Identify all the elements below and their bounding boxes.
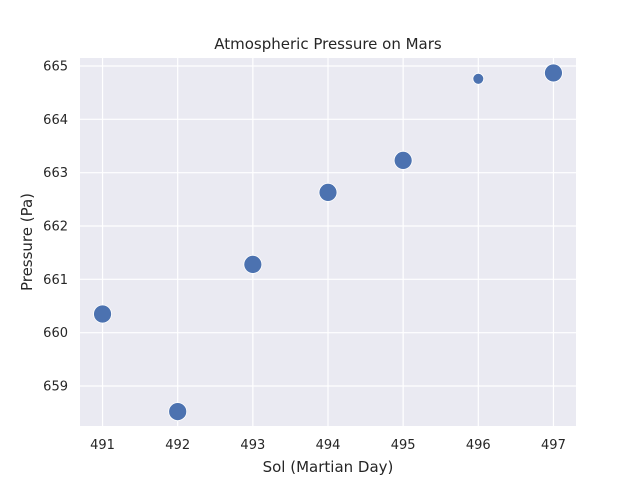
y-tick-label: 660 bbox=[43, 326, 68, 341]
y-axis-label: Pressure (Pa) bbox=[18, 193, 36, 291]
x-tick-label: 491 bbox=[90, 438, 115, 453]
data-point bbox=[93, 304, 112, 324]
y-tick-label: 663 bbox=[43, 166, 68, 181]
data-point bbox=[168, 402, 188, 422]
data-point bbox=[318, 182, 338, 202]
data-point bbox=[243, 254, 263, 274]
grid bbox=[80, 58, 576, 426]
x-tick-label: 492 bbox=[165, 438, 190, 453]
x-tick-label: 496 bbox=[466, 438, 491, 453]
data-points bbox=[93, 63, 563, 422]
x-tick-label: 493 bbox=[240, 438, 265, 453]
y-tick-label: 665 bbox=[43, 60, 68, 75]
x-tick-label: 495 bbox=[391, 438, 416, 453]
y-tick-label: 661 bbox=[43, 273, 68, 288]
data-point bbox=[472, 72, 485, 85]
chart-title: Atmospheric Pressure on Mars bbox=[214, 35, 442, 53]
y-tick-label: 662 bbox=[43, 220, 68, 235]
x-tick-label: 497 bbox=[541, 438, 566, 453]
y-tick-labels: 659 660 661 662 663 664 665 bbox=[43, 60, 68, 395]
x-tick-label: 494 bbox=[316, 438, 341, 453]
y-tick-label: 664 bbox=[43, 113, 68, 128]
x-tick-labels: 491 492 493 494 495 496 497 bbox=[90, 438, 566, 453]
data-point bbox=[544, 63, 563, 83]
x-axis-label: Sol (Martian Day) bbox=[263, 458, 394, 476]
y-tick-label: 659 bbox=[43, 380, 68, 395]
data-point bbox=[393, 150, 413, 170]
